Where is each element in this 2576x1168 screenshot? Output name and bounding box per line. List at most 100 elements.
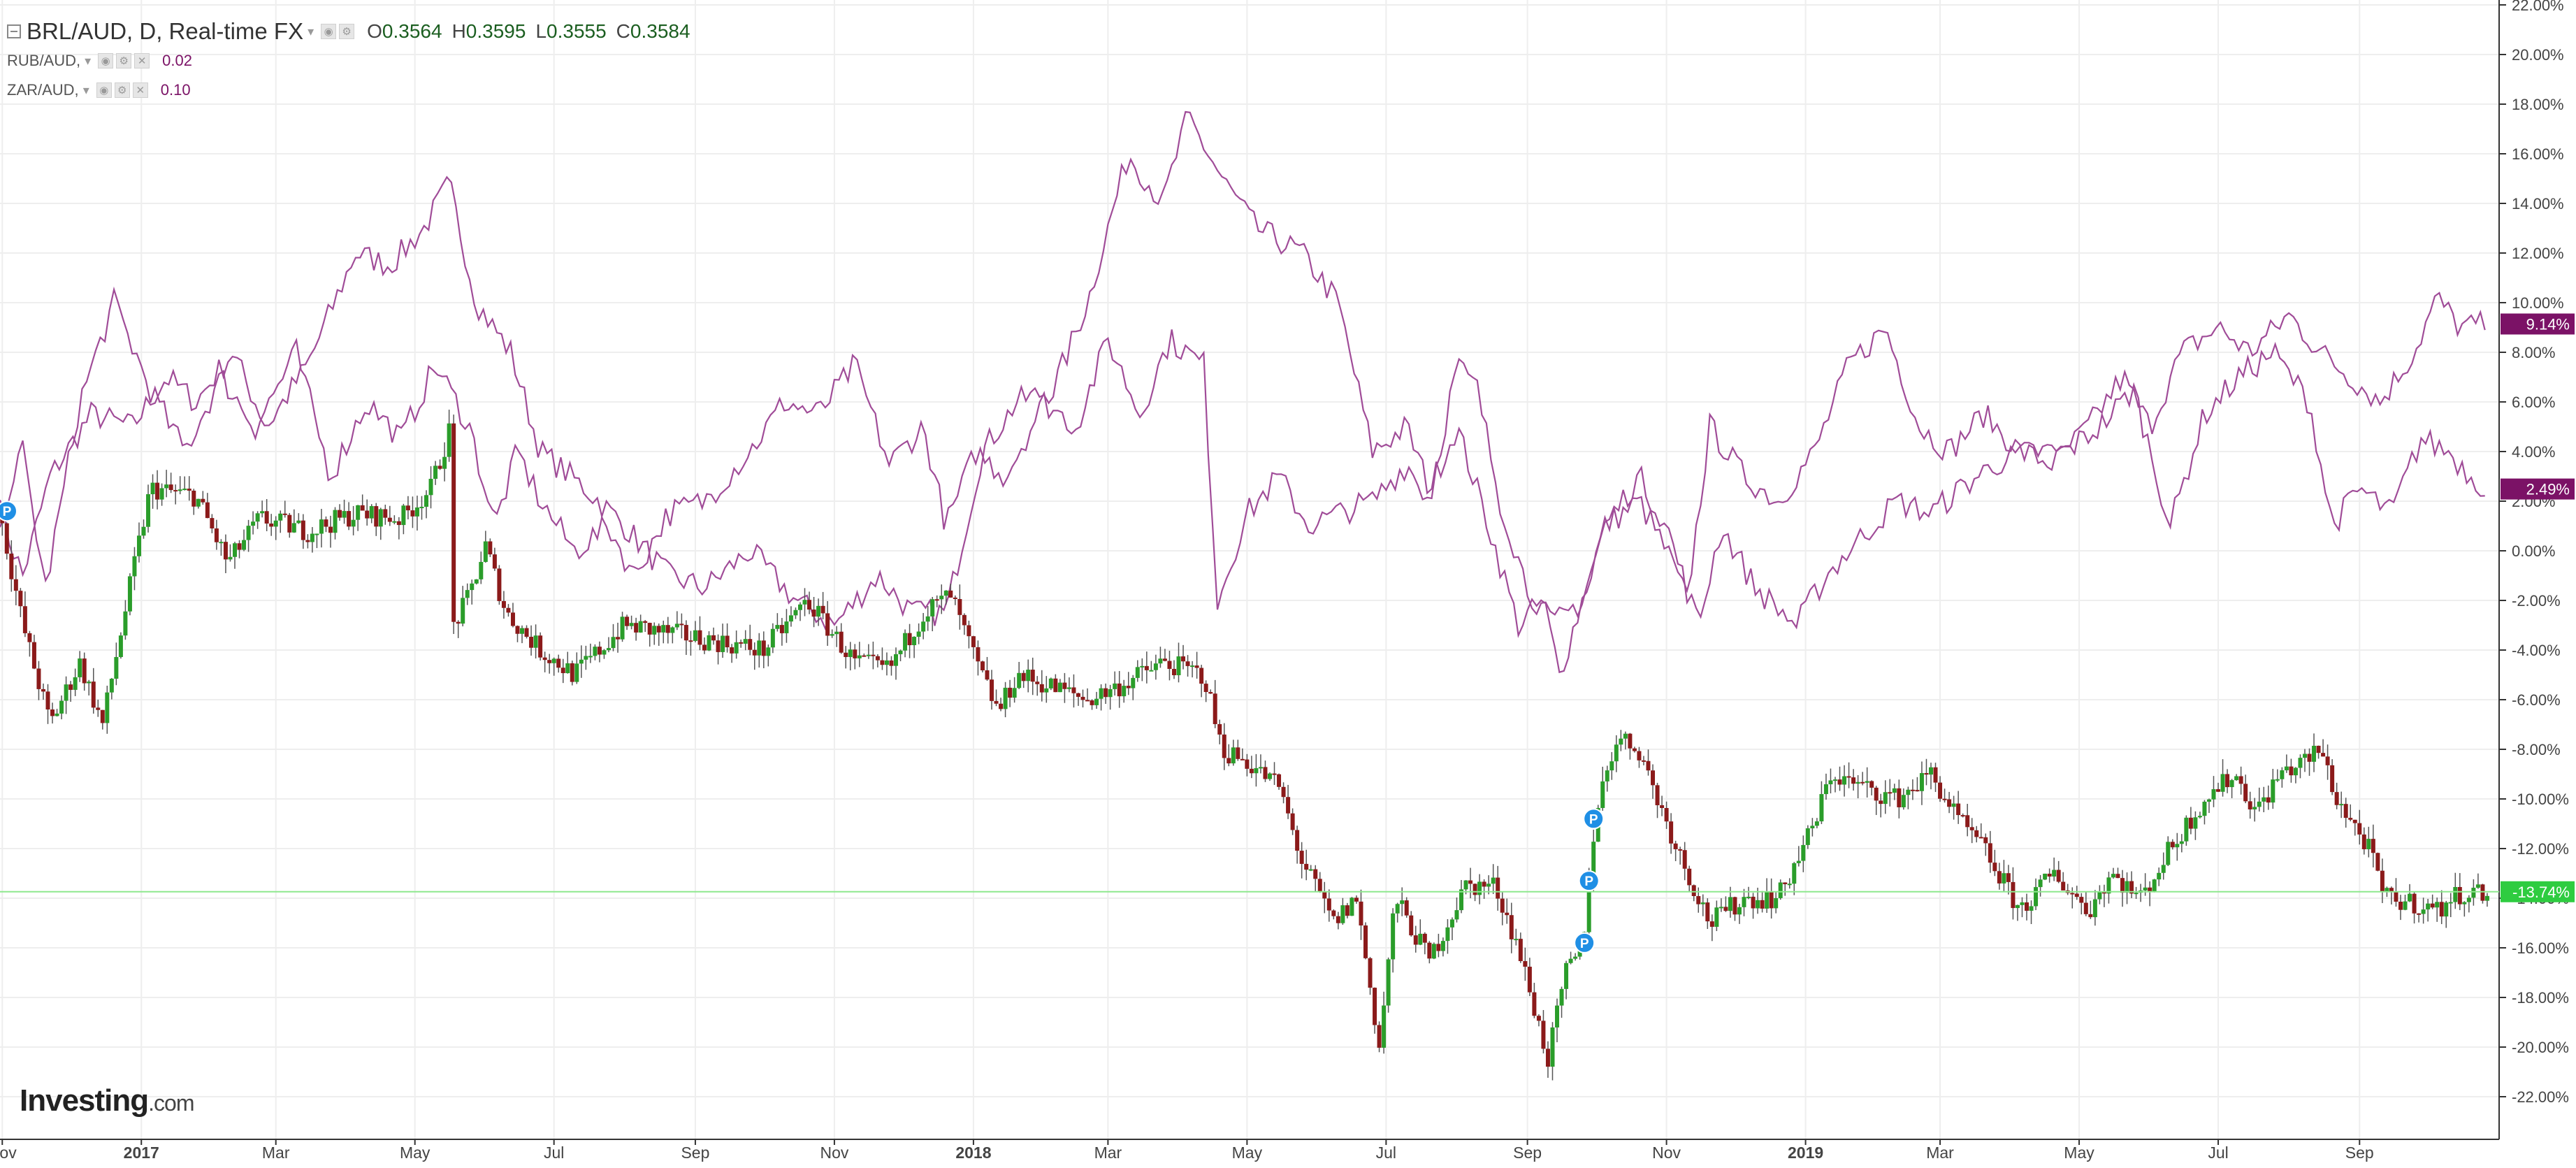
candle-body xyxy=(1541,1021,1546,1049)
candle-body xyxy=(999,703,1004,709)
overlay-legend-rub[interactable]: RUB/AUD, ▾ ◉ ⚙ ✕ 0.02 xyxy=(7,46,690,75)
candle-body xyxy=(501,600,506,608)
candle-body xyxy=(1851,777,1856,784)
candle-body xyxy=(251,521,256,526)
settings-icon[interactable]: ⚙ xyxy=(114,82,130,98)
event-marker-icon[interactable]: P xyxy=(0,500,17,522)
close-value: 0.3584 xyxy=(630,20,690,42)
candle-body xyxy=(1135,667,1140,678)
candle-body xyxy=(2484,895,2489,901)
candle-body xyxy=(2480,884,2485,901)
close-icon[interactable]: ✕ xyxy=(132,82,148,98)
y-tick-label: 8.00% xyxy=(2512,344,2555,361)
event-marker-icon[interactable]: P xyxy=(1578,870,1600,892)
overlay-symbol-label[interactable]: ZAR/AUD, xyxy=(7,81,79,99)
candle-body xyxy=(2184,817,2189,842)
collapse-legend-icon[interactable] xyxy=(7,24,21,38)
candle-body xyxy=(1449,919,1454,928)
candle-body xyxy=(1778,882,1783,898)
candle-body xyxy=(1295,830,1300,851)
candle-body xyxy=(59,700,64,714)
candle-body xyxy=(9,554,14,579)
marker-circle xyxy=(1578,870,1600,892)
candle-body xyxy=(2011,881,2016,909)
candle-body xyxy=(2020,902,2025,905)
candle-body xyxy=(2307,754,2312,762)
candle-body xyxy=(702,644,707,651)
candle-body xyxy=(953,597,957,600)
candle-body xyxy=(2120,878,2125,893)
candle-body xyxy=(2170,842,2175,848)
candle-body xyxy=(1819,794,1824,822)
candle-body xyxy=(560,668,565,674)
x-tick-label: 2018 xyxy=(955,1144,991,1162)
candle-body xyxy=(533,635,538,648)
candle-body xyxy=(451,423,456,622)
candle-body xyxy=(921,621,926,632)
candle-body xyxy=(2197,816,2202,818)
candle-body xyxy=(1400,900,1405,904)
settings-icon[interactable]: ⚙ xyxy=(116,53,132,69)
candle-body xyxy=(520,628,525,634)
candle-body xyxy=(1805,828,1810,845)
candle-body xyxy=(1992,863,1997,872)
chevron-down-icon[interactable]: ▾ xyxy=(82,82,89,97)
candle-body xyxy=(1418,933,1423,945)
main-series-legend[interactable]: BRL/AUD, D, Real-time FX ▾ ◉ ⚙ O 0.3564 H… xyxy=(7,17,690,46)
overlay-symbol-label[interactable]: RUB/AUD, xyxy=(7,52,81,69)
candle-body xyxy=(36,668,41,689)
candle-body xyxy=(1796,860,1801,863)
candle-body xyxy=(228,556,233,560)
candle-body xyxy=(1691,885,1696,896)
x-tick-label: Nov xyxy=(1652,1144,1681,1162)
candle-body xyxy=(305,540,310,542)
overlay-legend-zar[interactable]: ZAR/AUD, ▾ ◉ ⚙ ✕ 0.10 xyxy=(7,75,690,105)
eye-icon[interactable]: ◉ xyxy=(98,53,114,69)
series-line-rub-aud xyxy=(0,110,2486,674)
candle-body xyxy=(1080,696,1085,700)
candle-body xyxy=(2143,887,2148,891)
candle-body xyxy=(2238,776,2243,784)
candle-body xyxy=(419,507,424,509)
chevron-down-icon[interactable]: ▾ xyxy=(307,24,314,38)
candle-body xyxy=(1837,779,1842,785)
event-marker-icon[interactable]: P xyxy=(1583,808,1605,830)
eye-icon[interactable]: ◉ xyxy=(321,24,337,39)
candle-body xyxy=(1883,792,1888,805)
candle-body xyxy=(2343,804,2348,819)
candle-body xyxy=(2298,758,2303,768)
candle-body xyxy=(1983,837,1988,844)
candle-body xyxy=(1486,884,1491,887)
candle-body xyxy=(1769,891,1774,909)
candle-body xyxy=(1919,773,1924,791)
close-icon[interactable]: ✕ xyxy=(134,53,150,69)
candle-body xyxy=(506,607,511,613)
candle-body xyxy=(210,518,215,529)
chevron-down-icon[interactable]: ▾ xyxy=(85,53,92,68)
candle-body xyxy=(1505,912,1510,916)
candle-body xyxy=(2088,914,2093,918)
settings-icon[interactable]: ⚙ xyxy=(339,24,355,39)
candle-body xyxy=(711,635,716,641)
candle-body xyxy=(146,494,151,527)
event-marker-icon[interactable]: P xyxy=(1574,932,1595,953)
candle-body xyxy=(1217,723,1222,735)
eye-icon[interactable]: ◉ xyxy=(96,82,112,98)
candle-body xyxy=(1801,844,1806,861)
main-symbol-label[interactable]: BRL/AUD, D, Real-time FX xyxy=(27,18,304,44)
x-tick-label: Nov xyxy=(820,1144,848,1162)
x-tick-label: Jul xyxy=(544,1144,564,1162)
candle-body xyxy=(1171,668,1176,676)
candle-body xyxy=(1386,959,1391,1006)
candle-body xyxy=(301,520,305,540)
candle-body xyxy=(246,526,251,540)
candle-body xyxy=(1673,843,1678,849)
candle-body xyxy=(1901,795,1906,807)
candle-body xyxy=(2408,893,2412,902)
candle-body xyxy=(1518,939,1523,961)
candle-body xyxy=(1906,789,1911,795)
candle-body xyxy=(2357,823,2362,835)
candle-body xyxy=(2052,870,2057,877)
